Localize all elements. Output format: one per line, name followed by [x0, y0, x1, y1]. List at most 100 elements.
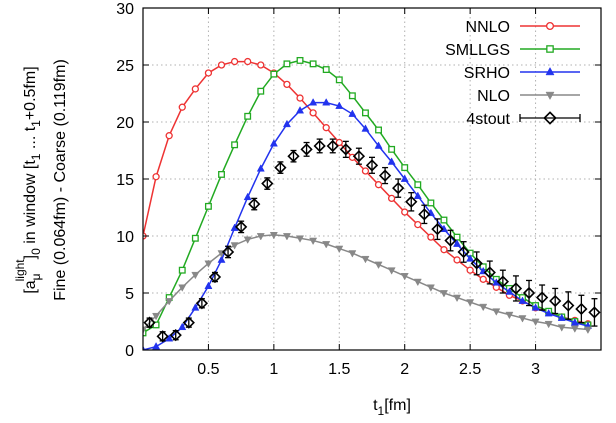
data-point — [204, 260, 213, 268]
series-4stout — [143, 138, 601, 343]
data-point — [322, 124, 330, 132]
data-point — [392, 181, 405, 195]
data-point — [269, 232, 278, 240]
y-axis-title-part: 1 — [29, 153, 43, 160]
series-nlo — [143, 232, 592, 335]
data-point — [191, 303, 200, 311]
data-point — [453, 294, 462, 303]
data-point — [575, 302, 588, 316]
data-point — [230, 242, 239, 250]
data-point — [335, 245, 344, 254]
y-axis-title-part: +0.5fm] — [22, 66, 39, 120]
data-point — [283, 80, 291, 89]
y-axis-title-part: [a — [22, 280, 39, 293]
data-point — [387, 194, 396, 203]
data-point — [191, 271, 200, 280]
data-point — [375, 126, 382, 134]
data-point — [378, 169, 392, 182]
data-point — [570, 325, 579, 333]
data-point — [243, 236, 252, 244]
x-tick-label: 2 — [400, 361, 409, 378]
data-point — [230, 57, 239, 66]
data-point — [309, 98, 318, 106]
legend-label: SRHO — [464, 65, 510, 82]
data-point — [505, 311, 514, 320]
y-axis-title-part: light — [13, 259, 27, 282]
x-tick-label: 3 — [531, 361, 540, 378]
y-tick-label: 30 — [116, 1, 134, 18]
data-point — [440, 246, 448, 254]
data-point — [248, 197, 261, 211]
data-point — [466, 266, 474, 274]
data-point — [440, 216, 448, 224]
data-point — [439, 290, 448, 298]
data-point — [204, 281, 213, 290]
legend-label: SMLLGS — [445, 42, 510, 59]
data-point — [156, 330, 169, 343]
data-point — [453, 256, 461, 264]
data-point — [544, 320, 553, 329]
data-point — [339, 143, 352, 156]
data-point — [549, 294, 562, 308]
legend-marker — [546, 45, 554, 53]
series-smllgs — [143, 56, 592, 337]
data-point — [387, 267, 396, 275]
data-point — [152, 312, 161, 321]
legend-marker — [545, 21, 555, 31]
data-point — [374, 261, 383, 270]
plot-series — [143, 56, 601, 350]
data-point — [204, 69, 213, 77]
data-point — [235, 220, 248, 234]
data-point — [283, 60, 291, 68]
data-point — [191, 85, 199, 93]
data-point — [535, 291, 549, 304]
data-point — [309, 60, 317, 68]
y-tick-label: 5 — [125, 286, 134, 303]
data-point — [522, 286, 536, 300]
data-point — [217, 255, 226, 263]
data-point — [401, 208, 409, 216]
data-point — [165, 132, 173, 140]
data-point — [270, 70, 278, 78]
data-point — [453, 239, 462, 247]
data-point — [257, 87, 265, 95]
data-point — [296, 235, 305, 243]
legend-marker — [545, 66, 555, 76]
data-point — [322, 241, 331, 249]
y-axis-title-part: in window [t — [22, 160, 39, 249]
data-point — [143, 329, 147, 337]
data-point — [309, 237, 318, 246]
data-point — [374, 181, 383, 189]
data-point — [361, 124, 370, 132]
legend-label: NNLO — [466, 19, 510, 36]
legend-marker — [543, 111, 557, 125]
data-point — [444, 234, 457, 247]
data-point — [231, 141, 239, 149]
y-axis-title-line2: Fine (0.064fm) - Coarse (0.119fm) — [52, 59, 69, 301]
data-point — [274, 161, 287, 174]
data-point — [322, 98, 331, 106]
data-point — [309, 109, 317, 117]
y-axis-title-part: μ — [29, 273, 43, 280]
data-point — [143, 316, 156, 329]
data-point — [509, 282, 523, 295]
x-axis-title-main: t — [373, 397, 378, 414]
data-point — [414, 220, 422, 229]
data-point — [531, 303, 540, 311]
data-point — [348, 109, 357, 117]
series-srho — [143, 98, 592, 350]
y-axis-title: [aμlight]0 in window [t1 ... t1+0.5fm] F… — [13, 59, 69, 301]
y-tick-label: 10 — [116, 229, 134, 246]
data-point — [143, 326, 148, 335]
y-axis-title-part: ] — [22, 255, 39, 259]
data-point — [326, 139, 339, 153]
series-line — [143, 59, 589, 334]
data-point — [483, 266, 496, 279]
data-point — [218, 170, 225, 178]
data-point — [414, 181, 422, 189]
y-axis-title-part: 1 — [29, 120, 43, 127]
x-tick-label: 0.5 — [197, 361, 219, 378]
data-point — [405, 195, 418, 208]
y-axis-title-line1: [aμlight]0 in window [t1 ... t1+0.5fm] — [13, 66, 43, 293]
